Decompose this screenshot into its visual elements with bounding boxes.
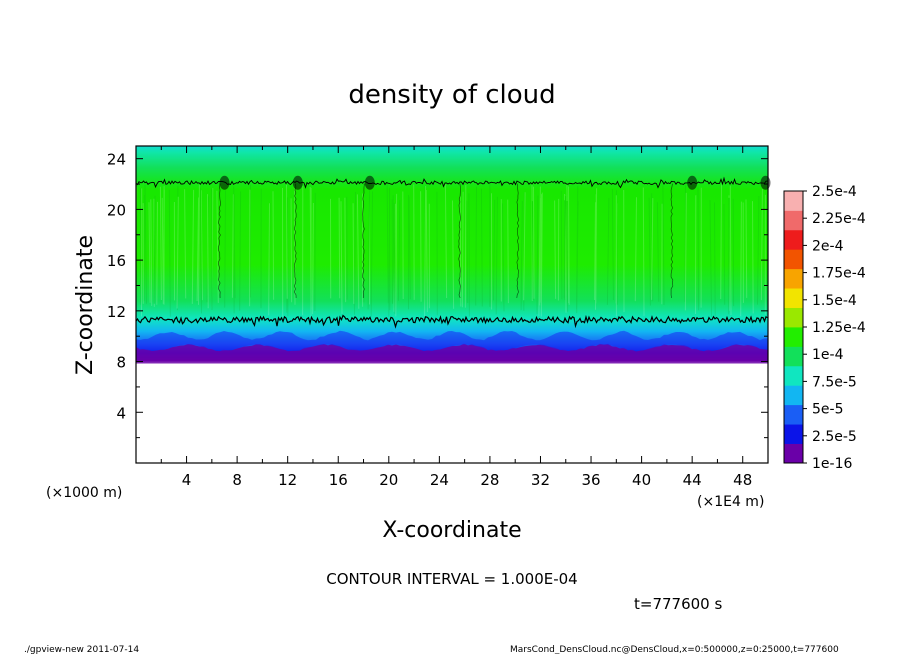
x-tick-label: 36: [581, 471, 600, 489]
colorbar-swatch: [784, 229, 803, 250]
x-tick-label: 32: [531, 471, 550, 489]
y-tick-label: 24: [107, 151, 126, 169]
y-axis-label: Z-coordinate: [73, 235, 98, 375]
x-tick-label: 8: [232, 471, 242, 489]
y-tick-label: 12: [107, 303, 126, 321]
colorbar-label: 2e-4: [812, 238, 844, 254]
x-tick-label: 4: [182, 471, 192, 489]
colorbar-label: 1.75e-4: [812, 266, 866, 282]
cloud-base-band: [136, 343, 768, 364]
colorbar-swatch: [784, 443, 803, 464]
colorbar-swatch: [784, 385, 803, 406]
contour-line-11.3: [135, 314, 768, 329]
colorbar-label: 2.25e-4: [812, 211, 866, 227]
colorbar-label: 5e-5: [812, 402, 843, 418]
chart-title: density of cloud: [348, 80, 555, 110]
x-axis-label: X-coordinate: [382, 518, 521, 543]
y-tick-label: 8: [116, 354, 126, 372]
colorbar-swatch: [784, 346, 803, 367]
contour-patch: [687, 175, 698, 190]
colorbar-swatch: [784, 268, 803, 289]
colorbar-swatch: [784, 191, 803, 211]
contour-patch: [292, 175, 303, 190]
time-label: t=777600 s: [634, 595, 722, 613]
footer-left: ./gpview-new 2011-07-14: [24, 645, 139, 654]
x-tick-label: 16: [329, 471, 348, 489]
x-tick-label: 44: [683, 471, 702, 489]
x-tick-label: 48: [733, 471, 752, 489]
colorbar-label: 1e-4: [812, 347, 844, 363]
contour-interval-label: CONTOUR INTERVAL = 1.000E-04: [326, 570, 577, 588]
contour-patch: [364, 175, 375, 190]
y-axis-ticks: 4 8 12 16 20 24: [107, 151, 768, 439]
filament: [670, 183, 674, 299]
contour-patch: [219, 175, 230, 190]
y-tick-label: 16: [107, 252, 126, 270]
contour-line-22.1: [135, 176, 768, 189]
colorbar-label: 1.5e-4: [812, 293, 857, 309]
x-tick-label: 24: [430, 471, 449, 489]
colorbar-label: 2.5e-5: [812, 429, 857, 445]
colorbar-swatch: [784, 288, 803, 308]
colorbar-swatch: [784, 424, 803, 444]
field-texture: [134, 184, 766, 317]
filament: [516, 183, 520, 299]
x-tick-label: 12: [278, 471, 297, 489]
plot-field: [134, 146, 771, 364]
footer-right: MarsCond_DensCloud.nc@DensCloud,x=0:5000…: [510, 645, 839, 654]
colorbar-swatch: [784, 365, 803, 386]
filament: [293, 183, 297, 299]
cloud-field: [136, 146, 768, 362]
plot-frame: [135, 145, 769, 464]
x-axis-unit-right: (×1E4 m): [697, 494, 764, 510]
colorbar-label: 1.25e-4: [812, 320, 866, 336]
colorbar-label: 7.5e-5: [812, 374, 857, 390]
filament: [218, 183, 221, 299]
colorbar-label: 2.5e-4: [812, 184, 857, 200]
x-tick-label: 20: [379, 471, 398, 489]
colorbar-label: 1e-16: [812, 456, 852, 472]
filament: [362, 183, 365, 299]
x-tick-label: 28: [480, 471, 499, 489]
contour-patch: [760, 175, 771, 190]
x-axis-ticks: 4 8 12 16 20 24 28 32 36 40 44 48: [160, 146, 752, 489]
filament: [458, 183, 461, 299]
colorbar-swatch: [784, 404, 803, 425]
colorbar-swatch: [784, 249, 803, 270]
x-tick-label: 40: [632, 471, 651, 489]
colorbar: 1e-16 2.5e-5 5e-5 7.5e-5 1e-4 1.25e-4 1.5e-4 1.…: [783, 184, 866, 472]
colorbar-swatch: [784, 307, 803, 328]
colorbar-swatch: [784, 210, 803, 231]
x-axis-unit-left: (×1000 m): [46, 485, 122, 501]
y-tick-label: 20: [107, 201, 126, 219]
cloud-lower-blue-band: [136, 330, 768, 351]
colorbar-swatch: [784, 327, 803, 347]
y-tick-label: 4: [116, 404, 126, 422]
